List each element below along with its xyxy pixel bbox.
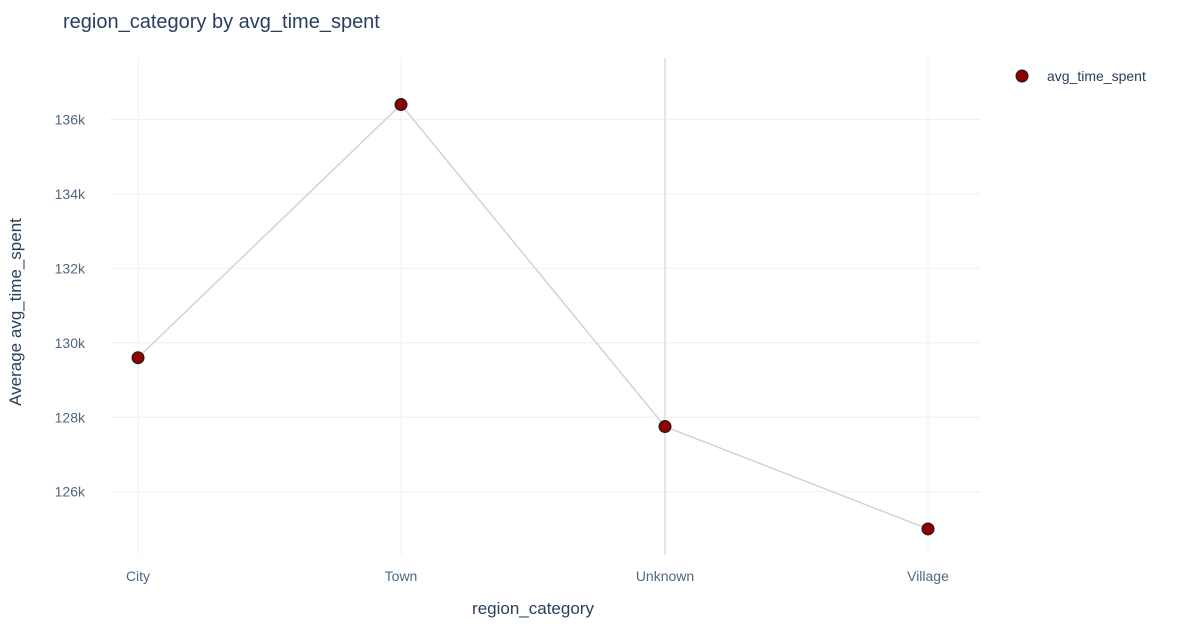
x-tick-label: City bbox=[126, 568, 150, 584]
y-gridlines bbox=[110, 118, 981, 493]
y-tick-label: 132k bbox=[55, 260, 86, 276]
x-tick-labels: City Town Unknown Village bbox=[126, 568, 949, 584]
data-point[interactable] bbox=[658, 420, 672, 434]
series-markers bbox=[131, 98, 935, 536]
series-lines bbox=[137, 103, 929, 530]
y-tick-labels: 126k 128k 130k 132k 134k 136k bbox=[55, 111, 86, 499]
data-point[interactable] bbox=[131, 351, 145, 365]
x-gridlines bbox=[137, 58, 929, 555]
y-tick-label: 128k bbox=[55, 409, 86, 425]
legend-marker bbox=[1015, 69, 1029, 83]
data-point[interactable] bbox=[921, 522, 935, 536]
data-point[interactable] bbox=[394, 98, 408, 112]
chart-title: region_category by avg_time_spent bbox=[63, 11, 380, 33]
y-axis-title: Average avg_time_spent bbox=[6, 218, 25, 406]
x-tick-label: Village bbox=[907, 568, 949, 584]
y-tick-label: 130k bbox=[55, 335, 86, 351]
x-tick-label: Town bbox=[385, 568, 418, 584]
x-tick-label: Unknown bbox=[636, 568, 694, 584]
y-tick-label: 134k bbox=[55, 186, 86, 202]
y-tick-label: 126k bbox=[55, 484, 86, 500]
x-axis-title: region_category bbox=[472, 599, 594, 618]
series-line bbox=[137, 103, 929, 530]
y-tick-label: 136k bbox=[55, 111, 86, 127]
legend-label: avg_time_spent bbox=[1047, 68, 1146, 84]
legend[interactable]: avg_time_spent bbox=[1015, 68, 1146, 84]
